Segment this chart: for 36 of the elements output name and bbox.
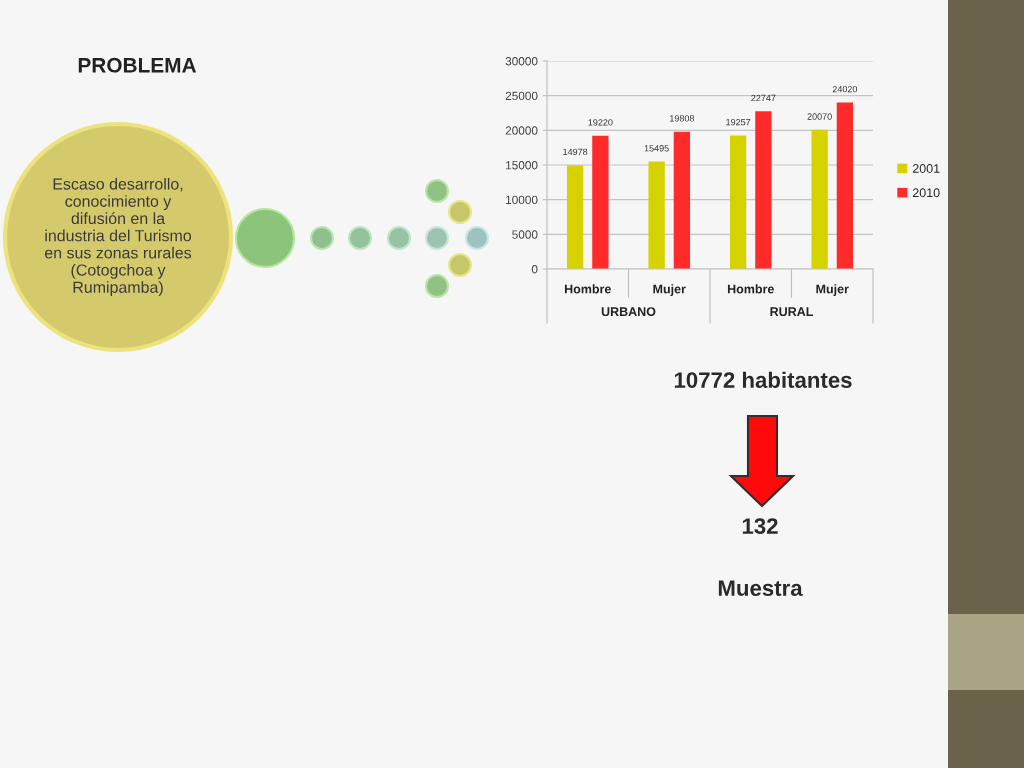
legend-label: 2010 (912, 188, 940, 198)
y-tick-label: 20000 (505, 126, 538, 135)
data-label: 19257 (726, 118, 751, 126)
data-label: 22747 (751, 94, 776, 102)
x-tick-label: Hombre (564, 284, 611, 294)
bar (755, 111, 772, 269)
x-tick-label: Hombre (727, 284, 774, 294)
legend-label: 2001 (912, 164, 940, 173)
x-tick-label: Mujer (653, 284, 686, 296)
y-tick-label: 10000 (506, 195, 538, 205)
bar (729, 135, 747, 269)
y-tick-label: 30000 (505, 57, 538, 66)
data-label: 15495 (644, 145, 669, 152)
x-tick-label: Mujer (816, 284, 849, 296)
bar (592, 135, 609, 269)
y-tick-label: 0 (531, 265, 538, 274)
data-label: 19808 (670, 115, 695, 122)
text: RURAL (770, 307, 813, 317)
data-label: 24020 (832, 85, 858, 93)
data-label: 20070 (807, 113, 832, 120)
text: PROBLEMA (78, 57, 197, 73)
bar (566, 165, 584, 269)
data-label: 19220 (588, 119, 613, 126)
text: Escaso desarrollo, conocimiento y difusión en la industria del Turismo en sus zonas rurales (Cotogchoa y Rumipamba) (45, 177, 192, 297)
y-tick-label: 5000 (512, 230, 538, 239)
bar (836, 102, 854, 269)
text: Muestra (718, 580, 803, 596)
bar (673, 131, 691, 269)
text: 132 (742, 518, 778, 534)
y-tick-label: 25000 (505, 91, 538, 101)
bar (811, 129, 828, 269)
data-label: 14978 (563, 148, 588, 156)
y-tick-label: 15000 (506, 161, 538, 170)
text: 10772 habitantes (674, 371, 852, 388)
bar (648, 161, 665, 269)
text: URBANO (601, 307, 656, 317)
